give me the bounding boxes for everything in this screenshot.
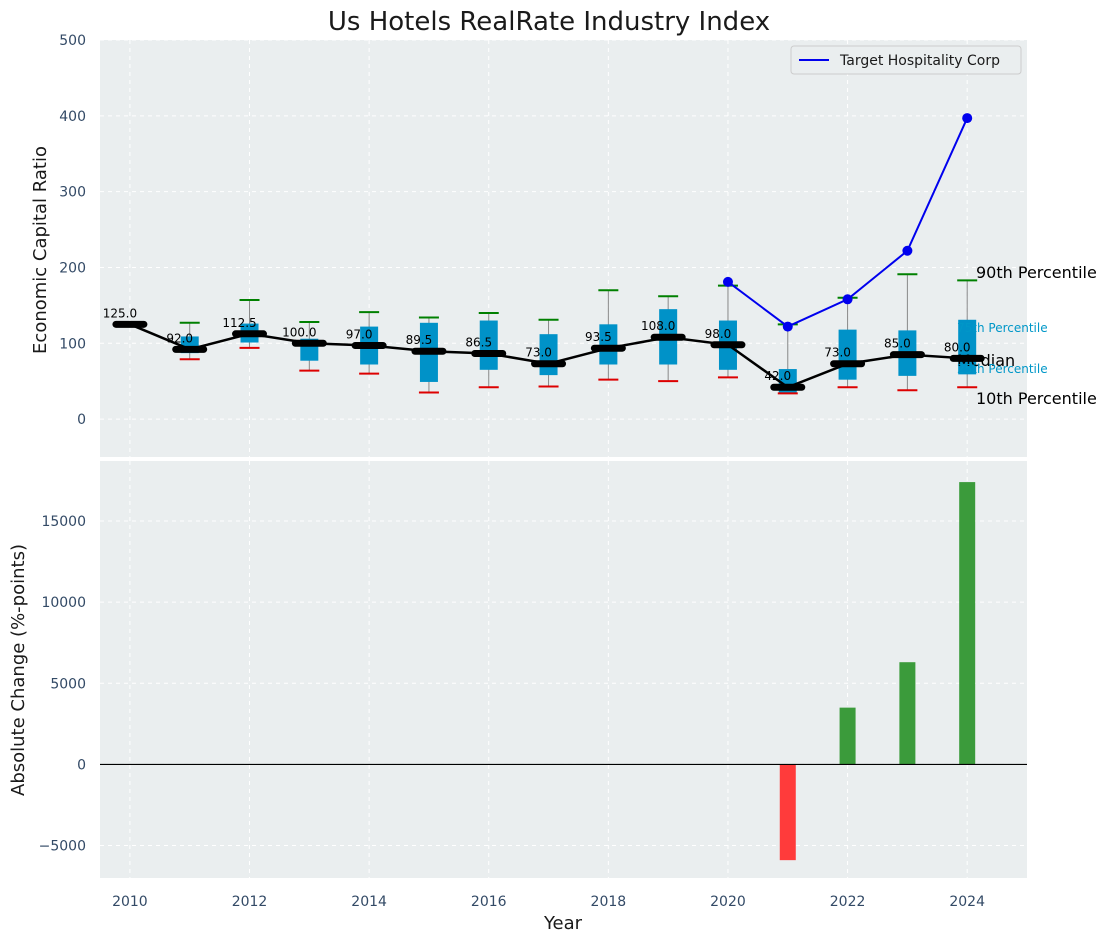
legend: Target Hospitality Corp: [790, 45, 1022, 75]
median-series: 125.0 92.0 112.5 100.0 97.0 89.5 86.5 73.0 93.5 1…: [103, 306, 985, 391]
x-tick-label: 2020: [710, 894, 746, 910]
median-label-2013: 100.0: [282, 325, 316, 339]
median-label-2014: 97.0: [346, 328, 373, 342]
box-plot-2018: [598, 289, 619, 381]
target-point-2023: [902, 245, 913, 256]
median-label-2010: 125.0: [103, 306, 137, 320]
box-plot-2015: [418, 316, 439, 394]
x-tick-label: 2024: [949, 894, 985, 910]
median-label-2016: 86.5: [465, 336, 492, 350]
chart-title: Us Hotels RealRate Industry Index: [328, 7, 770, 37]
median-label-2021: 42.0: [764, 369, 791, 383]
x-tick-label: 2022: [830, 894, 866, 910]
change-bars: [779, 482, 976, 861]
target-point-2020: [722, 276, 733, 287]
x-tick-label: 2018: [591, 894, 627, 910]
top-y-tick-label: 300: [59, 185, 86, 201]
median-label-2011: 92.0: [166, 331, 193, 345]
percentile-annotations: 90th Percentile 75th Percentile Median 2…: [957, 263, 1097, 408]
change-bar-2021: [779, 764, 796, 861]
median-label-2015: 89.5: [406, 333, 433, 347]
top-plot-background: [100, 40, 1027, 457]
annotation-90th-percentile: 90th Percentile: [976, 263, 1097, 282]
legend-box: [790, 45, 1022, 75]
median-label-2024: 80.0: [944, 340, 971, 354]
target-series: [722, 113, 973, 332]
top-y-tick-label: 0: [77, 412, 86, 428]
box-iqr: [479, 320, 498, 370]
bottom-y-tick-label: −5000: [39, 839, 86, 855]
target-point-2024: [962, 113, 973, 124]
annotation-75th-percentile: 75th Percentile: [957, 321, 1048, 335]
bottom-y-tick-label: 10000: [41, 595, 86, 611]
top-y-tick-label: 400: [59, 109, 86, 125]
bottom-y-axis-title: Absolute Change (%-points): [8, 544, 29, 796]
median-label-2017: 73.0: [525, 346, 552, 360]
x-tick-label: 2012: [232, 894, 268, 910]
box-plots: [119, 273, 978, 395]
median-label-2020: 98.0: [705, 327, 732, 341]
x-tick-label: 2010: [112, 894, 148, 910]
top-y-tick-label: 500: [59, 33, 86, 49]
median-label-2023: 85.0: [884, 337, 911, 351]
top-y-axis-title: Economic Capital Ratio: [30, 146, 51, 354]
legend-label-target: Target Hospitality Corp: [839, 53, 1000, 69]
top-y-tick-label: 100: [59, 336, 86, 352]
x-tick-label: 2016: [471, 894, 507, 910]
change-bar-2024: [959, 482, 976, 765]
box-iqr: [599, 324, 618, 365]
annotation-10th-percentile: 10th Percentile: [976, 389, 1097, 408]
target-point-2022: [842, 294, 853, 305]
annotation-median: Median: [957, 351, 1015, 370]
bottom-plot-background: [100, 461, 1027, 878]
change-bar-2022: [839, 707, 856, 765]
top-y-tick-label: 200: [59, 260, 86, 276]
change-bar-2023: [899, 662, 916, 765]
median-label-2012: 112.5: [222, 316, 256, 330]
median-label-2018: 93.5: [585, 330, 612, 344]
x-tick-labels: 2010 2012 2014 2016 2018 2020 2022 2024: [112, 894, 985, 910]
annotation-25th-percentile: 25th Percentile: [957, 362, 1048, 376]
x-axis-title: Year: [543, 913, 583, 934]
x-tick-label: 2014: [351, 894, 387, 910]
target-point-2021: [782, 321, 793, 332]
bottom-y-tick-label: 5000: [50, 676, 86, 692]
bottom-grid: [100, 461, 1027, 878]
top-y-tick-labels: 0 100 200 300 400 500: [59, 33, 86, 428]
median-label-2022: 73.0: [824, 346, 851, 360]
median-label-2019: 108.0: [641, 319, 675, 333]
bottom-y-tick-label: 15000: [41, 514, 86, 530]
bottom-y-tick-label: 0: [77, 757, 86, 773]
bottom-y-tick-labels: −5000 0 5000 10000 15000: [39, 514, 86, 855]
top-panel: 0 100 200 300 400 500 125.0 92.0 112.5 100.0 97.0…: [30, 33, 1097, 457]
